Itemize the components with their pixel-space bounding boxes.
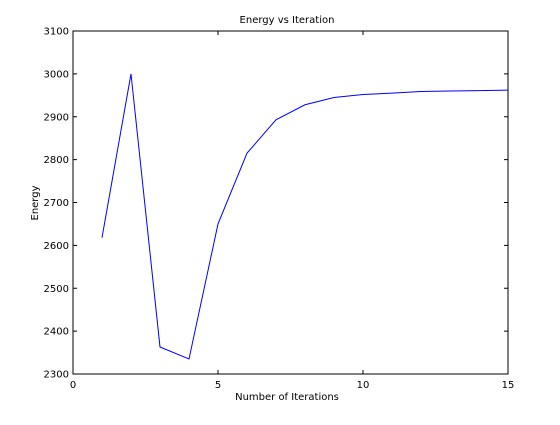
y-tick-label: 3100 (44, 27, 69, 38)
y-tick-label: 2300 (44, 370, 69, 381)
y-tick-label: 2400 (44, 327, 69, 338)
y-tick-label: 2600 (44, 241, 69, 252)
x-tick-label: 15 (502, 380, 515, 391)
y-axis-label: Energy (30, 185, 41, 220)
x-tick-label: 5 (215, 380, 221, 391)
x-axis-label: Number of Iterations (235, 392, 339, 403)
x-tick-label: 10 (357, 380, 370, 391)
chart-title: Energy vs Iteration (240, 15, 335, 26)
y-tick-label: 3000 (44, 69, 69, 80)
x-tick-label: 0 (70, 380, 76, 391)
axes-box (73, 31, 508, 374)
y-tick-label: 2700 (44, 198, 69, 209)
plot-area: 0 5 10 15 2300 2400 2500 2600 2700 2800 2900 3000 31… (44, 27, 515, 392)
y-tick-label: 2800 (44, 155, 69, 166)
y-tick-label: 2500 (44, 284, 69, 295)
y-tick-label: 2900 (44, 112, 69, 123)
